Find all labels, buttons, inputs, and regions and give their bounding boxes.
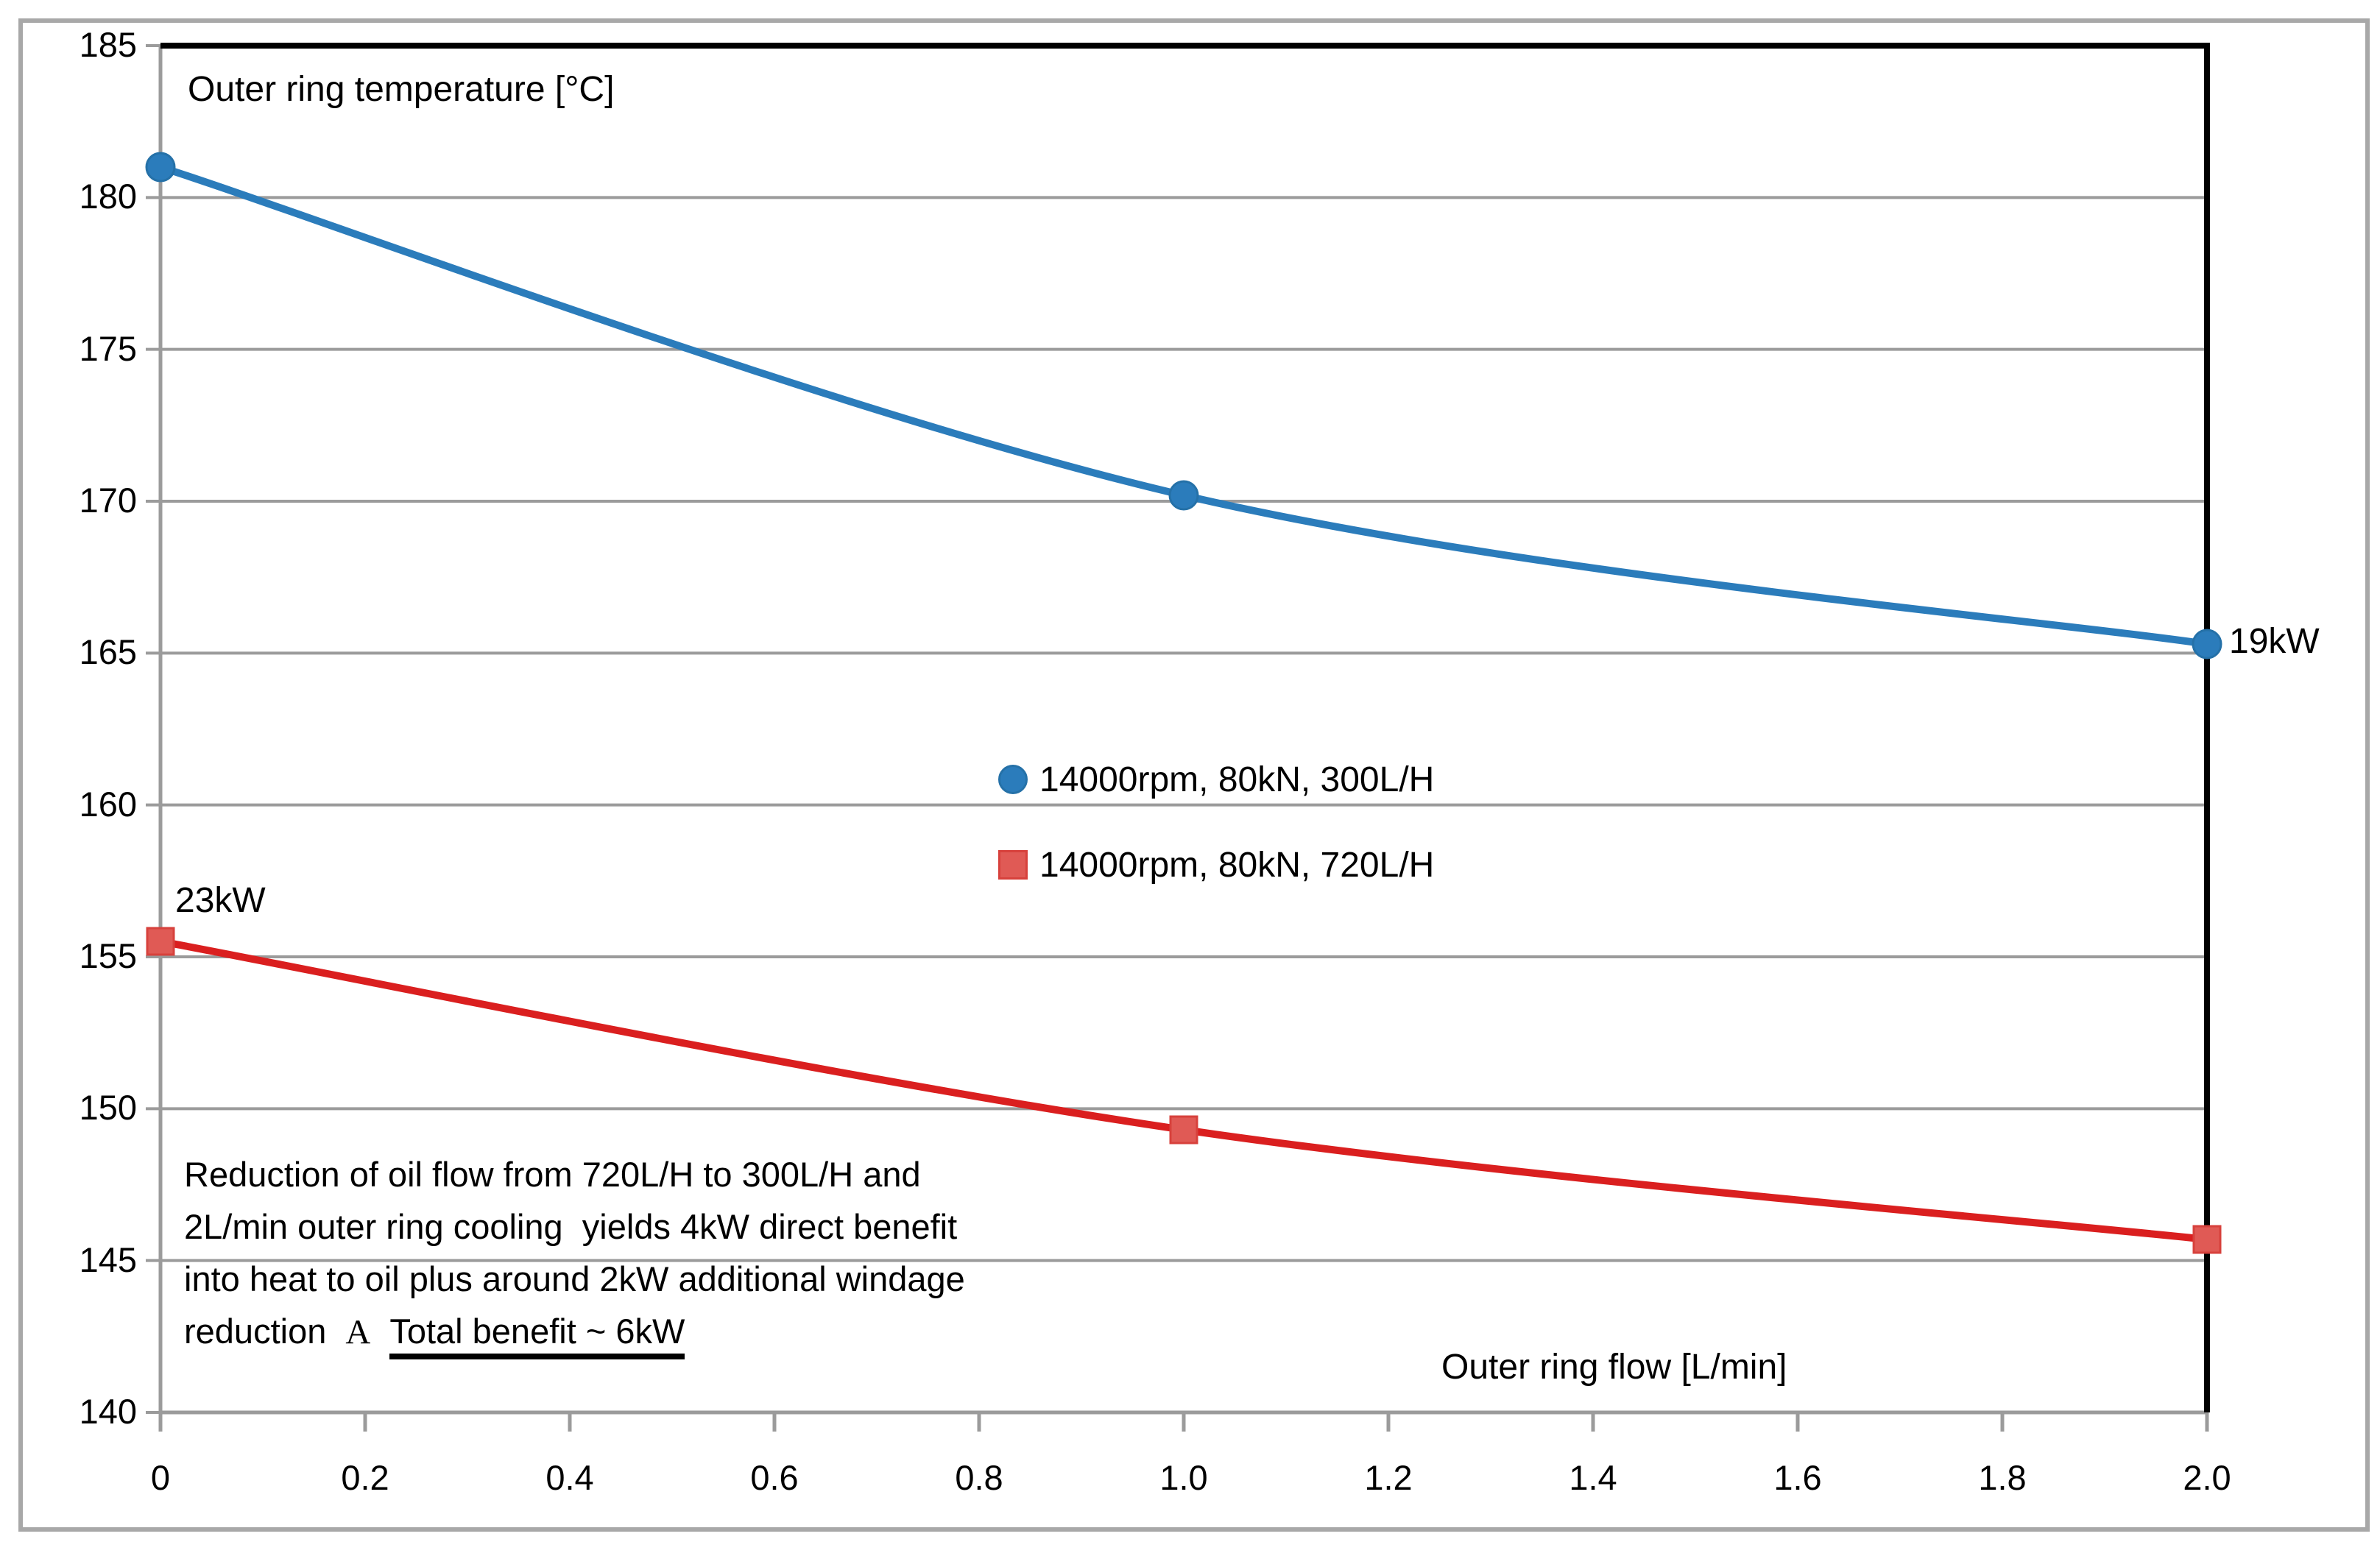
x-tick-label-0.6: 0.6 [750,1458,799,1497]
y-tick-label-155: 155 [79,936,137,975]
data-point-square [1169,1115,1198,1145]
annotation-line-4-prefix: reduction [184,1312,327,1351]
legend-marker-square-icon [998,850,1028,880]
legend-marker-circle-icon [998,765,1028,794]
y-tick-label-140: 140 [79,1392,137,1431]
legend: 14000rpm, 80kN, 300L/H 14000rpm, 80kN, 7… [998,758,1434,886]
chart-title: Outer ring temperature [°C] [188,70,615,109]
y-tick-label-180: 180 [79,177,137,216]
x-tick-label-0.8: 0.8 [955,1458,1003,1497]
x-axis-title: Outer ring flow [L/min] [1441,1348,1787,1387]
annotation-line-3: into heat to oil plus around 2kW additio… [184,1259,965,1298]
legend-label: 14000rpm, 80kN, 300L/H [1039,760,1435,799]
point-label-23kw: 23kW [175,881,266,920]
y-tick-label-185: 185 [79,25,137,64]
data-point-circle [145,152,176,183]
x-tick-label-1.8: 1.8 [1978,1458,2027,1497]
series-line-300lh [157,163,2211,648]
legend-label: 14000rpm, 80kN, 720L/H [1039,845,1435,885]
gridlines-group [160,196,2207,1262]
point-label-19kw: 19kW [2229,622,2320,661]
y-tick-label-170: 170 [79,481,137,520]
data-point-square [146,927,175,956]
y-tick-label-160: 160 [79,784,137,824]
y-tick-label-145: 145 [79,1239,137,1279]
annotation-text-block: Reduction of oil flow from 720L/H to 300… [184,1148,965,1359]
x-tick-label-1.0: 1.0 [1159,1458,1208,1497]
legend-item-720lh: 14000rpm, 80kN, 720L/H [998,843,1434,886]
data-point-circle [2192,629,2222,659]
legend-item-300lh: 14000rpm, 80kN, 300L/H [998,758,1434,801]
x-tick-label-2.0: 2.0 [2183,1458,2231,1497]
axes-group [146,44,2209,1432]
plot-border-group [160,43,2210,1412]
y-tick-label-175: 175 [79,328,137,368]
x-tick-label-1.6: 1.6 [1773,1458,1822,1497]
x-tick-label-0.2: 0.2 [341,1458,389,1497]
data-point-circle [1168,480,1199,511]
annotation-line-1: Reduction of oil flow from 720L/H to 300… [184,1155,921,1194]
x-tick-label-0.4: 0.4 [545,1458,594,1497]
annotation-total-benefit: Total benefit ~ 6kW [389,1312,685,1359]
x-tick-label-0: 0 [150,1458,171,1497]
annotation-arrow-symbol: A [345,1313,371,1351]
x-tick-label-1.2: 1.2 [1364,1458,1413,1497]
y-tick-label-165: 165 [79,632,137,672]
x-tick-label-1.4: 1.4 [1569,1458,1617,1497]
outer-border [18,18,2370,1532]
annotation-line-2: 2L/min outer ring cooling yields 4kW dir… [184,1207,958,1246]
data-point-square [2192,1225,2222,1254]
y-tick-label-150: 150 [79,1088,137,1128]
series-group [145,152,2222,1254]
